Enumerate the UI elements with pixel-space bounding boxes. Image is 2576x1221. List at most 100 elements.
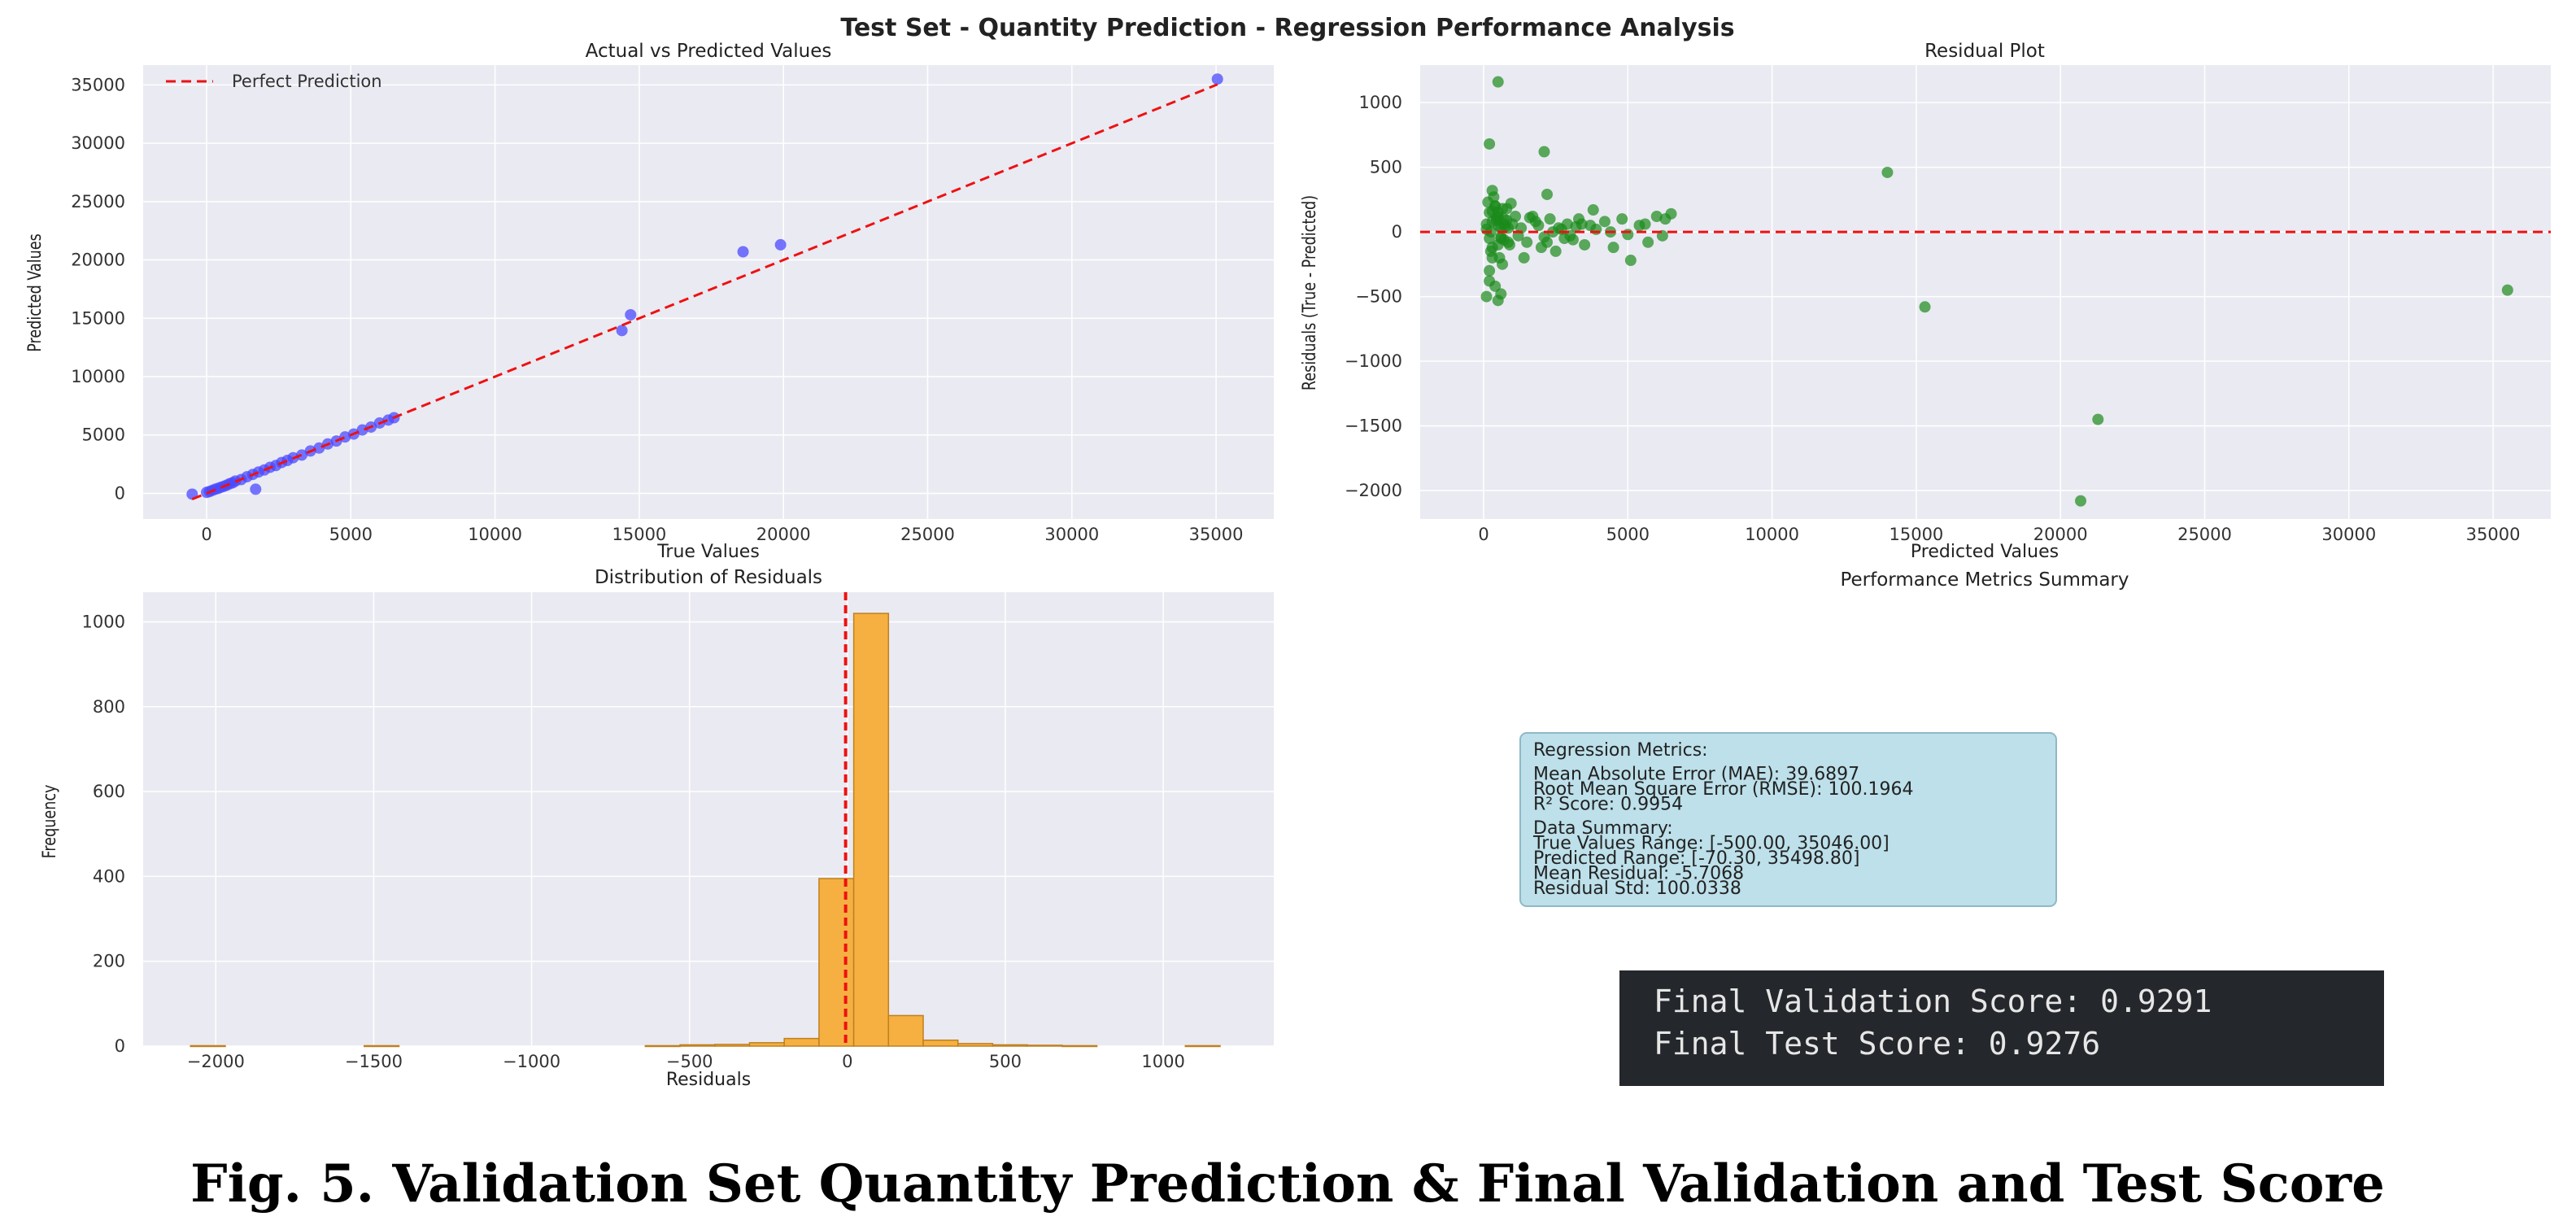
- residual-point: [1881, 166, 1894, 178]
- y-axis-label: Residuals (True - Predicted): [1299, 195, 1319, 390]
- y-tick-label: 800: [93, 697, 125, 717]
- residual-point: [1541, 188, 1554, 200]
- y-tick-label: 0: [115, 1036, 125, 1056]
- y-tick-label: 600: [93, 782, 125, 801]
- y-tick-label: 1000: [1359, 93, 1402, 112]
- metrics-line: Root Mean Square Error (RMSE): 100.1964: [1533, 779, 1914, 800]
- final-scores-console: Final Validation Score: 0.9291 Final Tes…: [1619, 970, 2384, 1086]
- x-tick-label: 1000: [1141, 1052, 1184, 1071]
- chart-title: Residual Plot: [1924, 41, 2045, 62]
- histogram-bar: [852, 613, 890, 1047]
- residual-plot-chart: Residual Plot 0 5000 10000 15000 20000 25000 3…: [1299, 41, 2551, 562]
- x-tick-label: 5000: [329, 525, 373, 544]
- figure-suptitle: Test Set - Quantity Prediction - Regress…: [840, 14, 1734, 42]
- x-tick-label: 15000: [612, 525, 666, 544]
- performance-metrics-panel: Performance Metrics Summary Regression M…: [1519, 569, 2129, 907]
- y-axis-label: Predicted Values: [24, 233, 45, 352]
- x-tick-label: −500: [666, 1052, 713, 1071]
- residual-point: [1489, 280, 1502, 292]
- panel-title: Performance Metrics Summary: [1840, 569, 2129, 591]
- y-tick-label: 200: [93, 952, 125, 971]
- data-marks: [1420, 76, 2551, 507]
- histogram-bar: [1184, 1044, 1221, 1048]
- metrics-box: [1519, 732, 2057, 907]
- scatter-point: [625, 308, 637, 321]
- residual-point: [1497, 258, 1509, 270]
- residual-point: [1535, 242, 1547, 254]
- y-tick-label: −1000: [1345, 351, 1402, 371]
- metrics-line: Data Summary:: [1533, 818, 1673, 839]
- histogram-bar: [748, 1042, 785, 1047]
- metrics-text-lines: Regression Metrics: Mean Absolute Error (…: [1532, 740, 1914, 899]
- final-validation-score: Final Validation Score: 0.9291: [1654, 983, 2212, 1019]
- residual-point: [1538, 146, 1550, 158]
- metrics-line: Predicted Range: [-70.30, 35498.80]: [1533, 848, 1859, 869]
- x-axis-label: True Values: [656, 542, 760, 562]
- scatter-point: [356, 424, 368, 436]
- y-tick-label: −2000: [1345, 481, 1402, 500]
- histogram-bar: [679, 1044, 716, 1047]
- y-tick-label: 1000: [82, 613, 125, 632]
- residual-point: [1544, 213, 1556, 225]
- scatter-point: [313, 442, 325, 454]
- histogram-bar: [783, 1037, 820, 1047]
- scatter-point: [296, 449, 308, 461]
- residual-point: [1598, 216, 1611, 228]
- scatter-point: [616, 325, 628, 337]
- histogram-bar: [190, 1044, 226, 1048]
- y-tick-label: 0: [1392, 222, 1402, 242]
- residual-point: [1558, 233, 1571, 245]
- metrics-line: Residual Std: 100.0338: [1533, 879, 1741, 899]
- residual-point: [1607, 242, 1619, 254]
- y-tick-label: −1500: [1345, 416, 1402, 436]
- residual-point: [1523, 211, 1536, 224]
- residual-point: [1505, 198, 1517, 210]
- residual-point: [1484, 233, 1496, 245]
- y-tick-label: 10000: [71, 367, 125, 386]
- grid-lines: [143, 65, 1274, 519]
- residual-point: [1624, 255, 1637, 267]
- legend-label: Perfect Prediction: [232, 72, 382, 91]
- residual-point: [1521, 236, 1533, 248]
- grid-lines: [1420, 65, 2551, 519]
- residual-point: [1492, 238, 1504, 251]
- residual-point: [1579, 238, 1591, 251]
- residual-point: [1590, 223, 1602, 235]
- histogram-bar: [714, 1044, 751, 1047]
- residual-point: [2075, 495, 2087, 507]
- residual-point: [1518, 251, 1530, 264]
- residual-point: [1510, 211, 1522, 222]
- residual-point: [1561, 218, 1573, 230]
- histogram-bar: [364, 1044, 400, 1048]
- residual-point: [2092, 413, 2104, 425]
- residual-point: [1639, 218, 1651, 230]
- legend: Perfect Prediction: [166, 72, 382, 91]
- y-axis-label: Frequency: [39, 784, 59, 858]
- metrics-line: Mean Absolute Error (MAE): 39.6897: [1533, 765, 1859, 785]
- plot-area: [1420, 65, 2551, 519]
- histogram-bar: [1026, 1044, 1063, 1047]
- residual-point: [1642, 236, 1654, 248]
- plot-area: [143, 592, 1274, 1046]
- x-tick-label: −1000: [503, 1052, 560, 1071]
- x-tick-label: 20000: [2033, 525, 2088, 544]
- x-tick-label: 35000: [1189, 525, 1244, 544]
- metrics-line: Mean Residual: -5.7068: [1533, 864, 1744, 884]
- x-tick-label: 0: [1478, 525, 1489, 544]
- data-marks: [186, 73, 1223, 501]
- residual-point: [1650, 211, 1663, 222]
- residual-point: [1492, 76, 1504, 88]
- y-tick-label: 25000: [71, 192, 125, 211]
- x-tick-label: 0: [842, 1052, 852, 1071]
- y-tick-label: 5000: [82, 425, 125, 445]
- histogram-bar: [957, 1043, 994, 1047]
- final-test-score: Final Test Score: 0.9276: [1654, 1026, 2100, 1062]
- residual-point: [1616, 213, 1628, 225]
- residual-point: [1622, 229, 1634, 241]
- x-tick-label: 25000: [900, 525, 955, 544]
- y-tick-label: 0: [115, 483, 125, 503]
- x-tick-labels: 0 5000 10000 15000 20000 25000 30000 35000: [201, 525, 1243, 544]
- metrics-line: Regression Metrics:: [1533, 740, 1708, 761]
- x-tick-label: −2000: [187, 1052, 245, 1071]
